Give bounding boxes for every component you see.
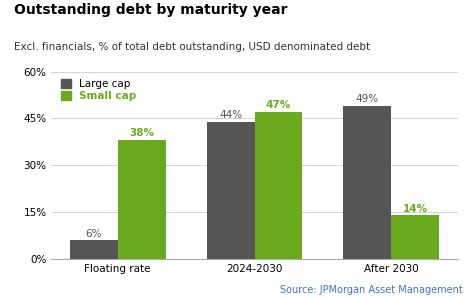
Text: 44%: 44% <box>219 110 242 120</box>
Bar <box>118 140 166 259</box>
Text: Outstanding debt by maturity year: Outstanding debt by maturity year <box>14 3 288 17</box>
Text: 6%: 6% <box>85 229 102 239</box>
Text: 49%: 49% <box>356 94 379 104</box>
Bar <box>70 240 118 259</box>
Legend: Large cap, Small cap: Large cap, Small cap <box>61 79 137 101</box>
Bar <box>255 112 303 259</box>
Text: 14%: 14% <box>403 204 428 214</box>
Bar <box>206 122 255 259</box>
Bar <box>391 215 439 259</box>
Text: 47%: 47% <box>266 100 291 110</box>
Text: Excl. financials, % of total debt outstanding, USD denominated debt: Excl. financials, % of total debt outsta… <box>14 42 370 52</box>
Text: Source: JPMorgan Asset Management: Source: JPMorgan Asset Management <box>280 285 462 295</box>
Bar <box>343 106 391 259</box>
Text: 38%: 38% <box>129 128 154 139</box>
